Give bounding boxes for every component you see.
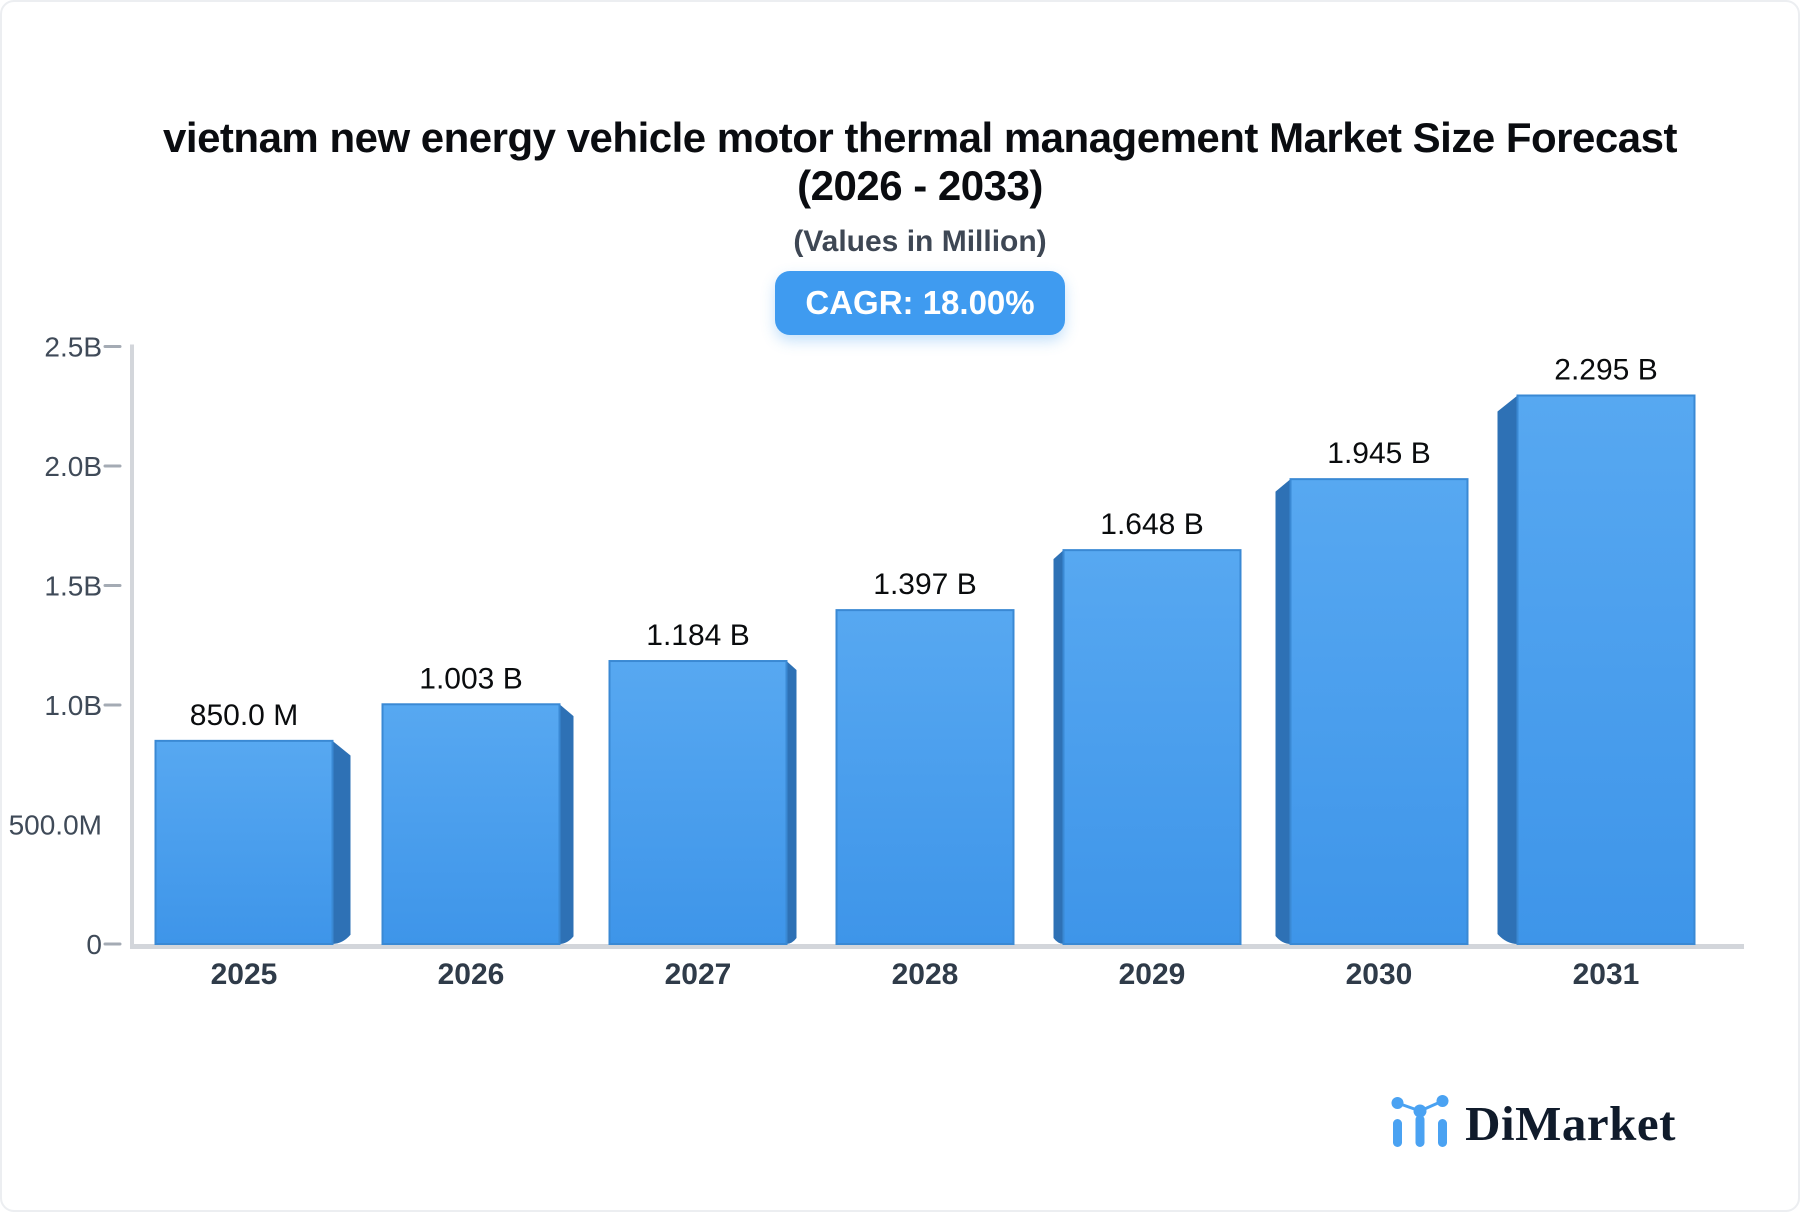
page-title: vietnam new energy vehicle motor thermal… [42, 114, 1798, 211]
x-tick-label-2030: 2030 [1346, 958, 1413, 991]
dimarket-logo[interactable]: DiMarket [1389, 1092, 1676, 1154]
bar-value-label-2029: 1.648 B [1100, 508, 1203, 541]
x-tick-label-2028: 2028 [892, 958, 959, 991]
bar-2028[interactable] [835, 609, 1015, 945]
y-tick-label: 500.0M [9, 810, 102, 841]
bar-2025[interactable] [154, 739, 334, 945]
logo-text: DiMarket [1465, 1095, 1676, 1151]
chart-subtitle: (Values in Million) [793, 224, 1047, 258]
x-tick-label-2025: 2025 [211, 958, 278, 991]
x-tick-label-2029: 2029 [1119, 958, 1186, 991]
bar-side-2026 [559, 704, 574, 944]
chart-header: vietnam new energy vehicle motor thermal… [2, 114, 1798, 335]
y-tick-label: 1.5B [44, 571, 102, 602]
bar-2030[interactable] [1289, 478, 1469, 945]
x-tick-label-2026: 2026 [438, 958, 505, 991]
bar-2027[interactable] [608, 660, 788, 945]
bar-side-2029 [1053, 550, 1064, 944]
x-tick-label-2027: 2027 [665, 958, 732, 991]
bar-value-label-2026: 1.003 B [419, 662, 522, 695]
cagr-badge: CAGR: 18.00% [775, 270, 1065, 335]
bar-value-label-2031: 2.295 B [1554, 353, 1657, 386]
title-line-1: vietnam new energy vehicle motor thermal… [163, 114, 1677, 161]
bar-value-label-2027: 1.184 B [646, 619, 749, 652]
bar-2026[interactable] [381, 703, 561, 946]
y-tick-label: 1.0B [44, 690, 102, 721]
bar-2031[interactable] [1516, 394, 1696, 945]
x-tick-label-2031: 2031 [1573, 958, 1640, 991]
bar-value-label-2025: 850.0 M [190, 699, 298, 732]
bar-side-2031 [1497, 395, 1518, 944]
bar-side-2027 [786, 661, 797, 944]
bar-side-2025 [332, 740, 351, 944]
bar-value-label-2028: 1.397 B [873, 568, 976, 601]
y-tick-label: 2.0B [44, 451, 102, 482]
bar-value-label-2030: 1.945 B [1327, 437, 1430, 470]
bar-chart-trend-icon [1391, 1095, 1449, 1147]
y-tick-label: 2.5B [44, 332, 102, 363]
bar-2029[interactable] [1062, 549, 1242, 945]
title-line-2: (2026 - 2033) [797, 162, 1043, 210]
y-tick-label: 0 [86, 929, 102, 960]
bar-side-2030 [1275, 479, 1291, 944]
